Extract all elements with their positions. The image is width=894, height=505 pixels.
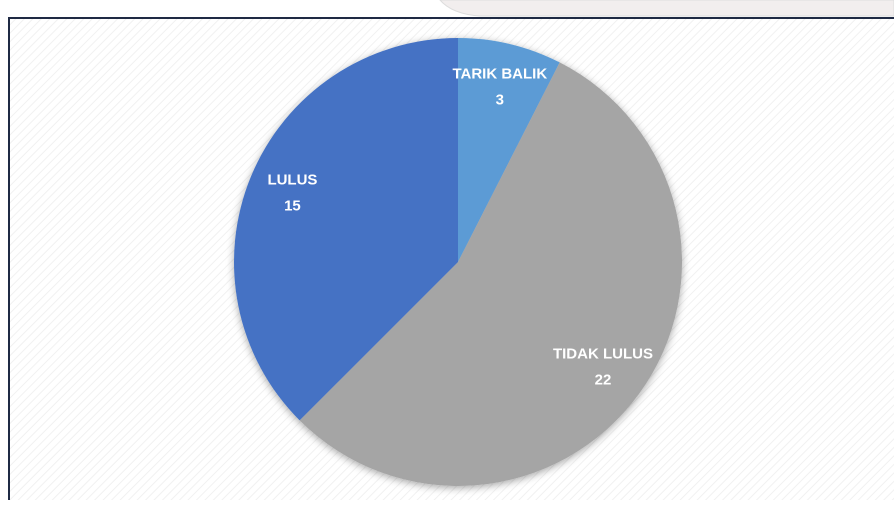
slice-label: LULUS [267,171,317,188]
pie-slice [299,62,682,487]
pie-slice [458,38,560,262]
slice-value: 3 [496,92,504,109]
background-tab [439,0,894,17]
pie [234,38,682,487]
slice-value: 15 [284,197,301,214]
pie-slice [234,38,458,421]
slice-value: 22 [595,371,612,388]
slice-label: TIDAK LULUS [553,345,653,362]
slice-label: TARIK BALIK [452,66,547,83]
